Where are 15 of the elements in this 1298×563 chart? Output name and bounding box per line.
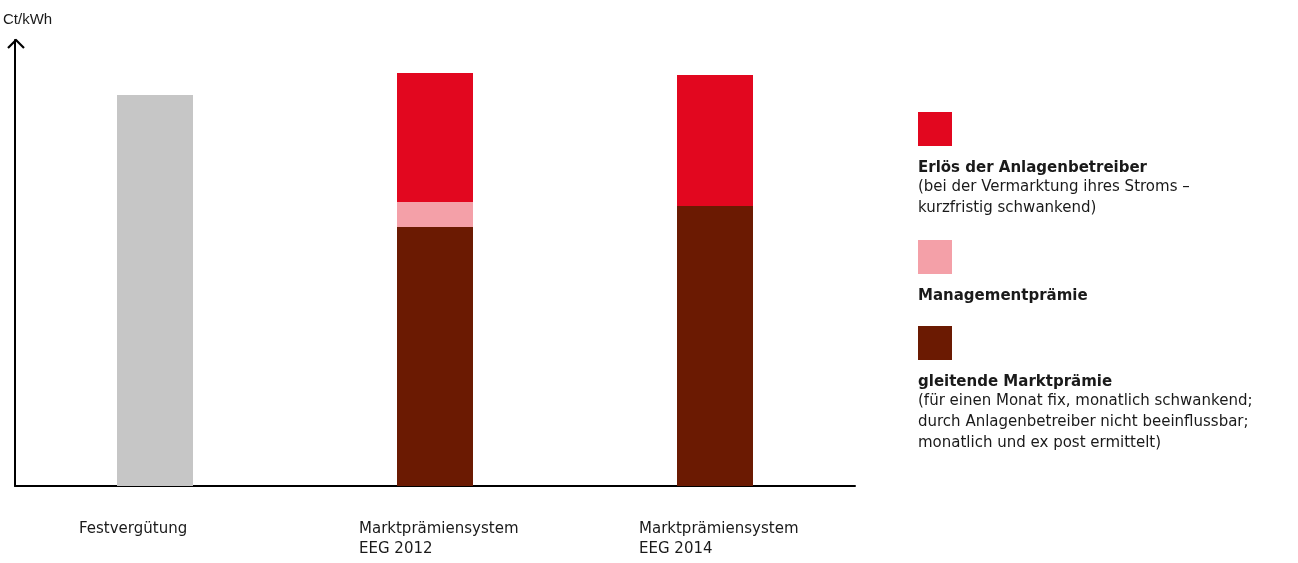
x-tick-label: Marktprämiensystem EEG 2012	[359, 519, 519, 557]
x-tick-label: Festvergütung	[79, 519, 188, 537]
legend-label: Managementprämie	[918, 286, 1089, 304]
legend-label: Erlös der Anlagenbetreiber	[918, 158, 1148, 176]
legend-label: gleitende Marktprämie	[918, 372, 1114, 390]
bar	[397, 227, 473, 486]
bar	[677, 75, 753, 207]
bar	[117, 94, 193, 486]
text: (für einen Monat fix, monatlich schwankend; durch Anlagenbetreiber nicht beeinflussbar; monatlich und ex post ermittelt)	[918, 390, 1254, 453]
x-tick-label: Marktprämiensystem EEG 2014	[639, 519, 799, 557]
y-axis-title: Ct/kWh	[3, 10, 53, 27]
bar	[397, 201, 473, 228]
bar	[677, 206, 753, 486]
bar	[397, 73, 473, 202]
text: (bei der Vermarktung ihres Stroms – kurzfristig schwankend)	[918, 176, 1191, 218]
